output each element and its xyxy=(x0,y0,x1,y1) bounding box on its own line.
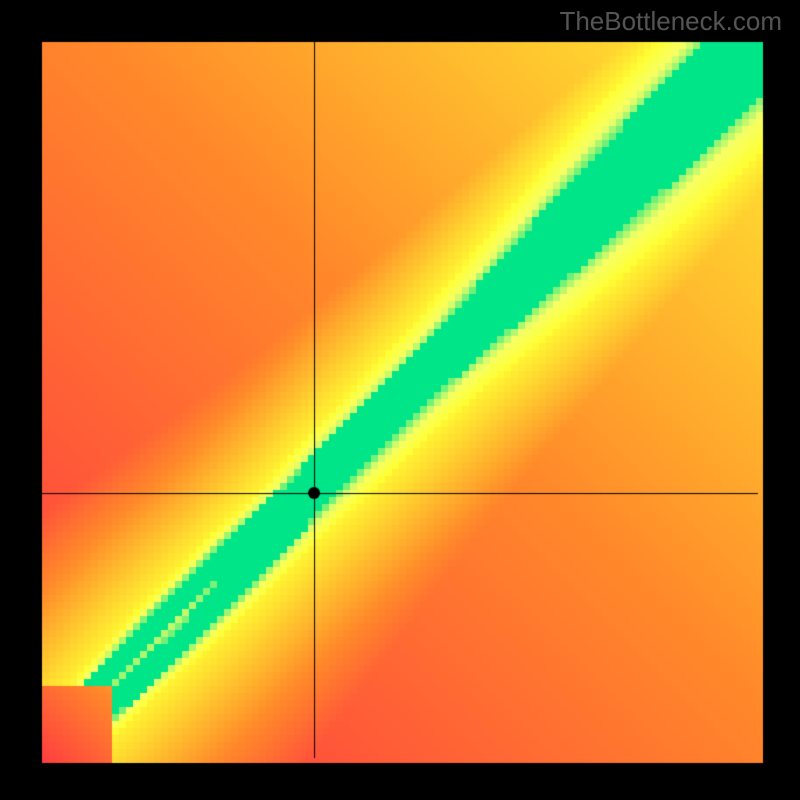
watermark-text: TheBottleneck.com xyxy=(559,6,782,37)
chart-container: TheBottleneck.com xyxy=(0,0,800,800)
bottleneck-heatmap xyxy=(0,0,800,800)
